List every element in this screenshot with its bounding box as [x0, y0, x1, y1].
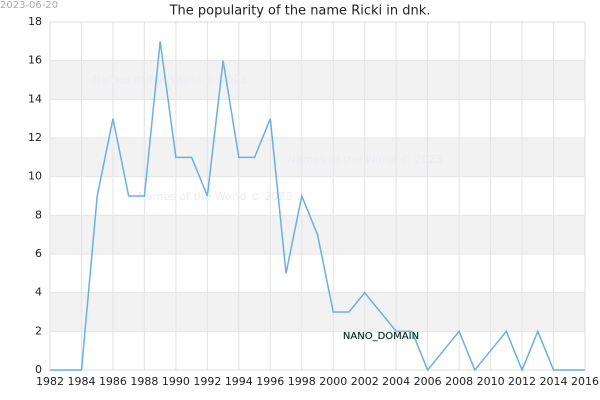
y-tick-label: 6 [35, 247, 42, 260]
x-tick-label: 2016 [571, 375, 599, 388]
x-tick-label: 2008 [445, 375, 473, 388]
x-tick-label: 2010 [477, 375, 505, 388]
x-tick-label: 1984 [67, 375, 95, 388]
x-tick-label: 1994 [225, 375, 253, 388]
y-tick-label: 2 [35, 324, 42, 337]
y-tick-label: 0 [35, 363, 42, 376]
y-tick-label: 18 [28, 15, 42, 28]
watermark: Names of the World © 2023 [288, 153, 443, 166]
y-tick-label: 4 [35, 286, 42, 299]
x-tick-label: 2012 [508, 375, 536, 388]
grid-band [50, 60, 585, 100]
y-tick-label: 14 [28, 92, 42, 105]
x-tick-label: 2006 [414, 375, 442, 388]
x-tick-label: 1992 [193, 375, 221, 388]
grid-band [50, 138, 585, 177]
y-tick-label: 16 [28, 54, 42, 67]
x-tick-label: 1996 [256, 375, 284, 388]
x-tick-label: 1998 [288, 375, 316, 388]
y-tick-label: 12 [28, 131, 42, 144]
x-tick-label: 2000 [319, 375, 347, 388]
watermark: Names of the World © 2023 [93, 73, 248, 86]
date-stamp: 2023-06-20 [0, 0, 58, 11]
x-tick-label: 2014 [540, 375, 568, 388]
x-tick-label: 2004 [382, 375, 410, 388]
y-tick-label: 10 [28, 170, 42, 183]
x-tick-label: 1986 [99, 375, 127, 388]
x-tick-label: 1988 [130, 375, 158, 388]
overlay-label: NANO_DOMAIN [343, 331, 419, 342]
watermark: Names of the World © 2023 [138, 190, 293, 203]
x-tick-label: 1990 [162, 375, 190, 388]
y-tick-label: 8 [35, 208, 42, 221]
chart-title: The popularity of the name Ricki in dnk. [169, 4, 431, 19]
plot-border [49, 21, 586, 371]
x-tick-label: 1982 [36, 375, 64, 388]
x-tick-label: 2002 [351, 375, 379, 388]
grid-band [50, 292, 585, 332]
data-line [50, 41, 585, 372]
